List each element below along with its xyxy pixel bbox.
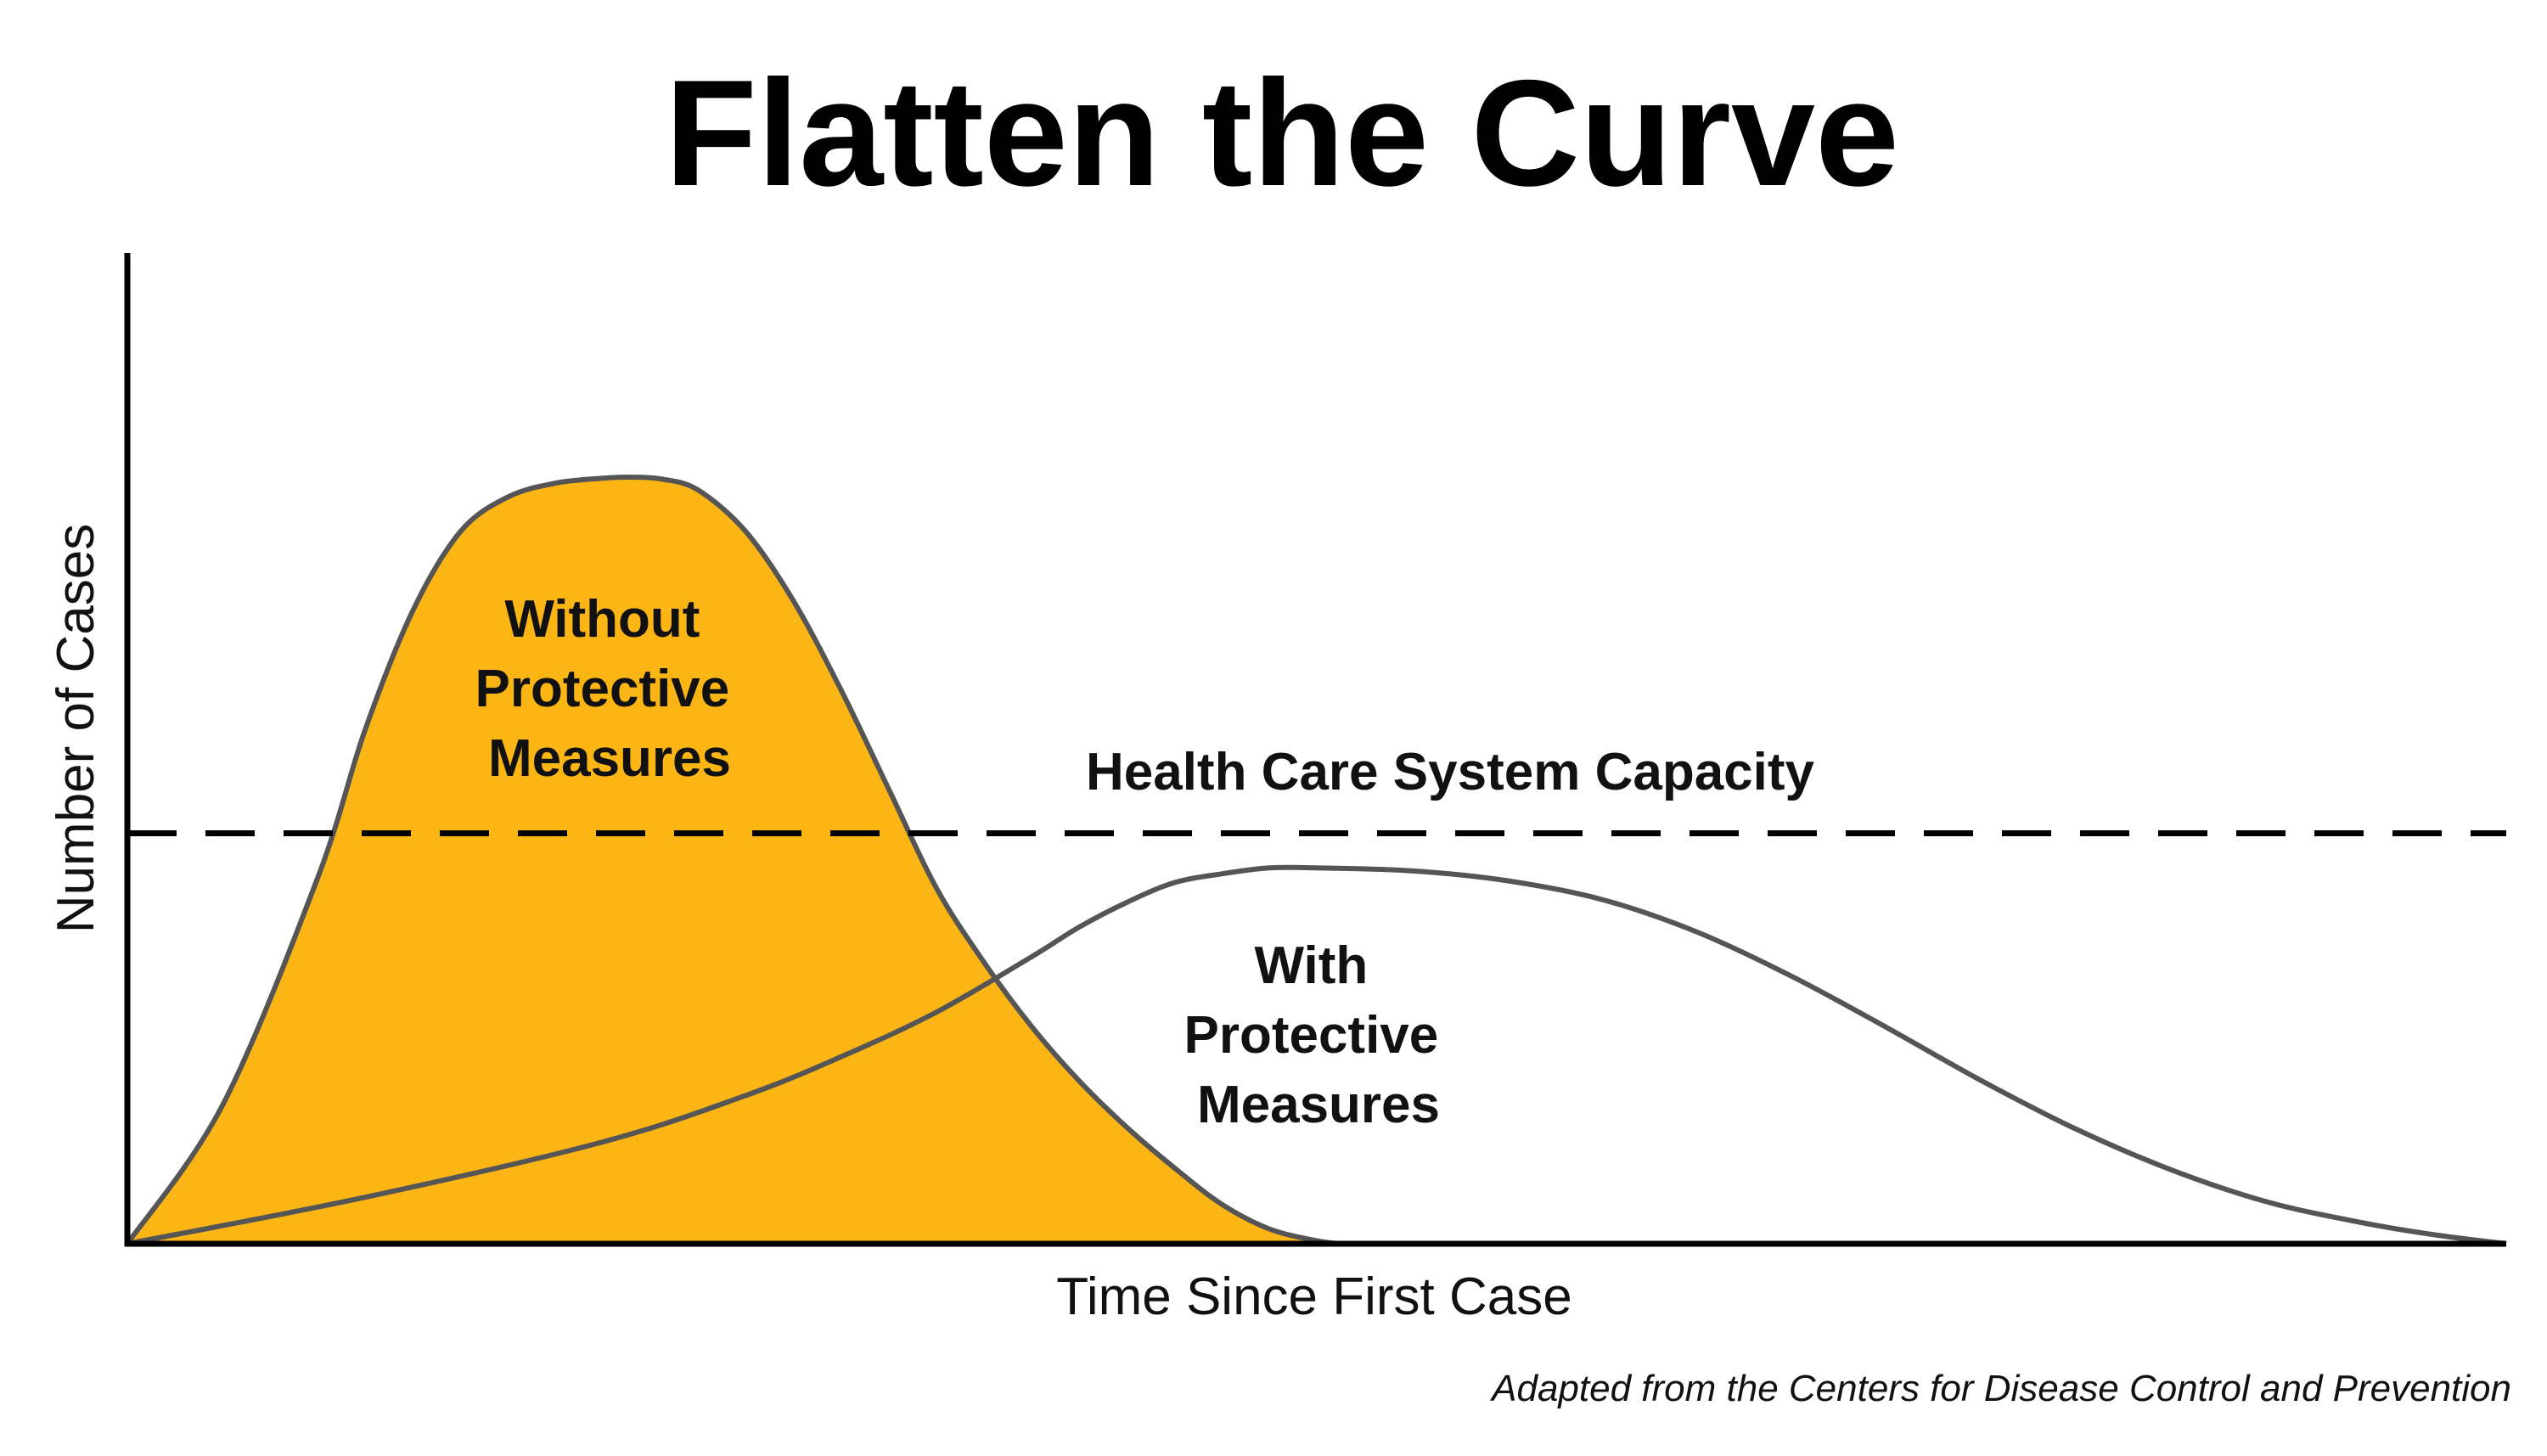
with-measures-label-line-1: With (1255, 936, 1369, 995)
with-measures-curve (127, 864, 2507, 1246)
with-measures-label-line-3: Measures (1197, 1076, 1440, 1134)
without-measures-label: Without Protective Measures (475, 590, 744, 788)
plot-area (125, 475, 2507, 1246)
without-measures-label-line-3: Measures (488, 729, 731, 788)
without-measures-area (127, 477, 1341, 1244)
with-measures-label: With Protective Measures (1184, 936, 1453, 1134)
source-note: Adapted from the Centers for Disease Con… (1489, 1368, 2511, 1409)
without-measures-label-line-2: Protective (475, 660, 729, 718)
chart-title: Flatten the Curve (665, 48, 1899, 217)
without-measures-label-line-1: Without (504, 590, 700, 649)
x-axis-label: Time Since First Case (1056, 1268, 1572, 1326)
with-measures-label-line-2: Protective (1184, 1006, 1438, 1065)
without-measures-curve (125, 475, 1341, 1246)
capacity-label: Health Care System Capacity (1086, 743, 1815, 801)
y-axis-label: Number of Cases (47, 524, 105, 933)
